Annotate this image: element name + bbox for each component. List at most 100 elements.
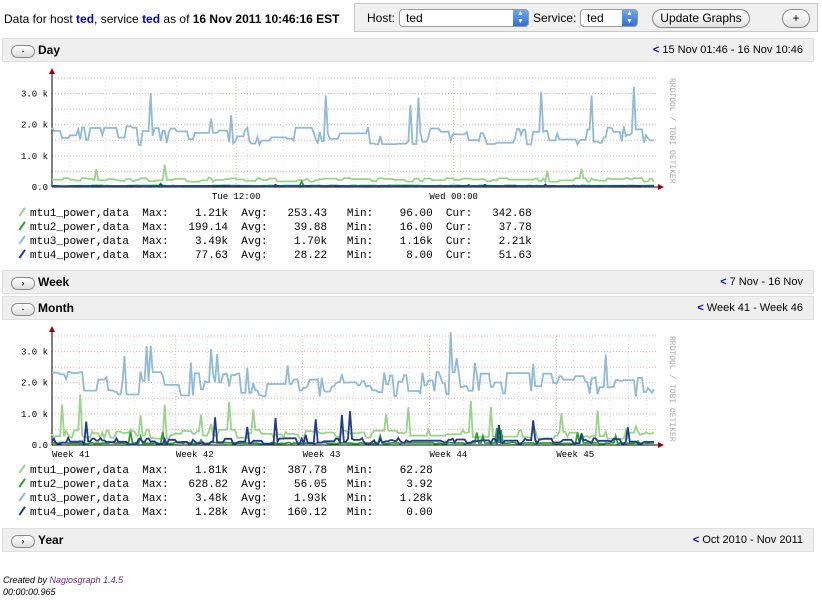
- x-tick-label: Week 43: [303, 450, 341, 460]
- header-host[interactable]: ted: [76, 12, 95, 26]
- collapse-month-button[interactable]: -: [11, 303, 35, 316]
- footer-created-by: Created by: [3, 575, 50, 585]
- section-week-title: Week: [38, 275, 70, 289]
- x-tick-label: Week 41: [52, 450, 90, 460]
- prev-range-link[interactable]: <: [720, 276, 727, 288]
- day-legend: mtu1_power,data Max: 1.21k Avg: 253.43 M…: [16, 206, 532, 262]
- expand-week-button[interactable]: ›: [11, 277, 35, 290]
- expand-year-button[interactable]: ›: [11, 535, 35, 548]
- legend-text: mtu3_power,data Max: 3.48k Avg: 1.93k Mi…: [30, 493, 433, 505]
- legend-row: mtu1_power,data Max: 1.81k Avg: 387.78 M…: [16, 463, 433, 477]
- section-month-range: < Week 41 - Week 46: [697, 302, 803, 314]
- legend-text: mtu1_power,data Max: 1.81k Avg: 387.78 M…: [30, 465, 433, 477]
- day-range-text: 15 Nov 01:46 - 16 Nov 10:46: [662, 44, 803, 56]
- x-tick-label: Tue 12:00: [212, 192, 261, 202]
- y-tick-label: 3.0 k: [21, 90, 48, 100]
- x-tick-label: Week 42: [176, 450, 214, 460]
- host-select[interactable]: ted ▲ ▼: [399, 9, 529, 27]
- prev-range-link[interactable]: <: [697, 302, 704, 314]
- legend-text: mtu1_power,data Max: 1.21k Avg: 253.43 M…: [30, 208, 532, 220]
- section-month: - Month < Week 41 - Week 46: [2, 296, 814, 320]
- section-day: - Day <15 Nov 01:46 - 16 Nov 10:46: [2, 38, 814, 62]
- x-axis-arrow: [658, 442, 664, 448]
- x-tick-label: Week 44: [430, 450, 468, 460]
- series-swatch-icon: [16, 491, 26, 501]
- legend-text: mtu2_power,data Max: 628.82 Avg: 56.05 M…: [30, 479, 433, 491]
- nagiosgraph-link[interactable]: Nagiosgraph 1.4.5: [49, 575, 124, 585]
- mtu4-series-line: [51, 183, 654, 188]
- header-mid1: , service: [94, 12, 143, 26]
- select-arrows-icon: ▲ ▼: [622, 10, 637, 26]
- prev-range-link[interactable]: <: [652, 44, 660, 56]
- y-tick-label: 0.0: [32, 183, 48, 193]
- rrdtool-watermark: RRDTOOL / TOBI OETIKER: [667, 78, 676, 184]
- header-timestamp: 16 Nov 2011 10:46:16 EST: [192, 12, 340, 26]
- mtu3-series-line: [51, 86, 654, 148]
- header-mid2: as of: [160, 12, 193, 26]
- series-swatch-icon: [16, 477, 26, 487]
- section-week-range: <7 Nov - 16 Nov: [720, 276, 803, 288]
- legend-row: mtu3_power,data Max: 3.49k Avg: 1.70k Mi…: [16, 234, 532, 248]
- section-day-title: Day: [38, 43, 61, 57]
- legend-text: mtu4_power,data Max: 1.28k Avg: 160.12 M…: [30, 507, 433, 519]
- x-tick-label: Week 45: [556, 450, 594, 460]
- legend-row: mtu1_power,data Max: 1.21k Avg: 253.43 M…: [16, 206, 532, 220]
- mtu1-series-line: [52, 164, 655, 185]
- collapse-day-button[interactable]: -: [11, 45, 35, 58]
- series-swatch-icon: [16, 206, 26, 216]
- month-range-text: Week 41 - Week 46: [706, 302, 803, 314]
- rrdtool-watermark: RRDTOOL / TOBI OETIKER: [667, 336, 676, 442]
- graph-controls: Host: ted ▲ ▼ Service: ted ▲ ▼ Update Grap…: [354, 3, 818, 32]
- legend-row: mtu4_power,data Max: 77.63 Avg: 28.22 Mi…: [16, 248, 532, 262]
- day-graph: Tue 12:00 Wed 00:00 3.0 k 2.0 k 1.0 k 0.0 RRDT…: [21, 68, 676, 202]
- section-year: › Year < Oct 2010 - Nov 2011: [2, 528, 814, 552]
- service-select[interactable]: ted ▲ ▼: [580, 9, 638, 27]
- service-select-value: ted: [587, 11, 604, 25]
- mtu4-series-line: [51, 411, 655, 447]
- x-axis-arrow: [658, 184, 664, 190]
- add-graph-button[interactable]: +: [782, 9, 810, 28]
- host-select-value: ted: [406, 11, 423, 25]
- header-service[interactable]: ted: [142, 12, 161, 26]
- mtu2-series-line: [52, 427, 654, 445]
- footer-elapsed: 00:00:00.965: [3, 587, 56, 597]
- y-tick-label: 3.0 k: [21, 348, 48, 358]
- x-tick-label: Wed 00:00: [429, 192, 478, 202]
- section-day-range: <15 Nov 01:46 - 16 Nov 10:46: [653, 44, 803, 56]
- legend-row: mtu2_power,data Max: 199.14 Avg: 39.88 M…: [16, 220, 532, 234]
- legend-text: mtu4_power,data Max: 77.63 Avg: 28.22 Mi…: [30, 250, 532, 262]
- y-tick-label: 2.0 k: [21, 121, 48, 131]
- legend-row: mtu2_power,data Max: 628.82 Avg: 56.05 M…: [16, 477, 433, 491]
- legend-text: mtu2_power,data Max: 199.14 Avg: 39.88 M…: [30, 222, 532, 234]
- month-legend: mtu1_power,data Max: 1.81k Avg: 387.78 M…: [16, 463, 433, 519]
- header-prefix: Data for host: [4, 12, 77, 26]
- prev-range-link[interactable]: <: [692, 534, 700, 546]
- section-year-range: < Oct 2010 - Nov 2011: [693, 534, 803, 546]
- page-header: Data for host ted, service ted as of 16 …: [4, 12, 340, 26]
- series-swatch-icon: [16, 234, 26, 244]
- y-axis-arrow: [49, 326, 55, 332]
- host-label: Host:: [367, 11, 396, 25]
- mtu3-series-line: [52, 332, 655, 398]
- legend-row: mtu4_power,data Max: 1.28k Avg: 160.12 M…: [16, 505, 433, 519]
- y-axis-arrow: [49, 68, 55, 74]
- legend-row: mtu3_power,data Max: 3.48k Avg: 1.93k Mi…: [16, 491, 433, 505]
- select-arrows-icon: ▲ ▼: [513, 10, 528, 26]
- service-label: Service:: [533, 11, 577, 25]
- legend-text: mtu3_power,data Max: 3.49k Avg: 1.70k Mi…: [30, 236, 532, 248]
- y-tick-label: 0.0: [32, 441, 48, 451]
- section-week: › Week <7 Nov - 16 Nov: [2, 270, 814, 294]
- month-graph: Week 41 Week 42 Week 43 Week 44 Week 45 3.0 k…: [21, 326, 676, 460]
- section-year-title: Year: [38, 533, 64, 547]
- section-month-title: Month: [38, 301, 74, 315]
- series-swatch-icon: [16, 248, 26, 258]
- y-tick-label: 1.0 k: [21, 410, 48, 420]
- update-graphs-button[interactable]: Update Graphs: [652, 9, 750, 28]
- y-tick-label: 1.0 k: [21, 152, 48, 162]
- series-swatch-icon: [16, 505, 26, 515]
- page-footer: Created by Nagiosgraph 1.4.5 00:00:00.96…: [3, 574, 123, 598]
- series-swatch-icon: [16, 463, 26, 473]
- mtu1-series-line: [51, 394, 655, 442]
- week-range-text: 7 Nov - 16 Nov: [729, 276, 803, 288]
- y-tick-label: 2.0 k: [21, 379, 48, 389]
